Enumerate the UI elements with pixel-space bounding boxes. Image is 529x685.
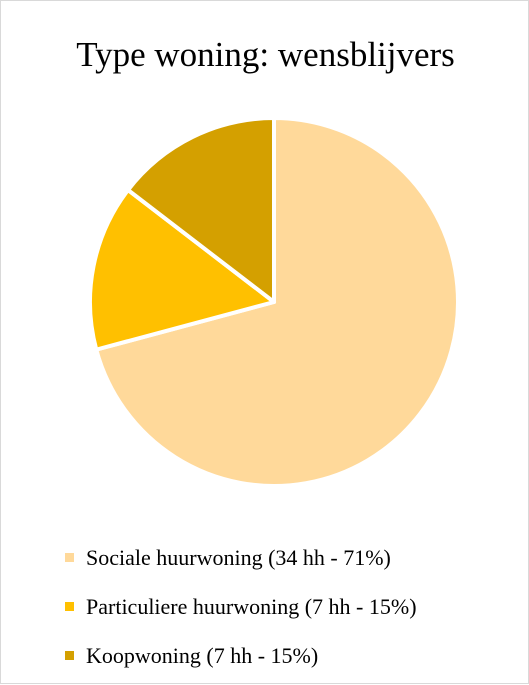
pie-slice-particuliere-huurwoning xyxy=(88,187,276,352)
legend-label-particuliere-huurwoning: Particuliere huurwoning (7 hh - 15%) xyxy=(86,593,417,619)
legend-swatch-koopwoning xyxy=(65,651,74,660)
legend-swatch-particuliere-huurwoning xyxy=(65,602,74,611)
pie-slice-koopwoning xyxy=(126,116,276,304)
legend-item-koopwoning: Koopwoning (7 hh - 15%) xyxy=(65,631,417,680)
legend-label-koopwoning: Koopwoning (7 hh - 15%) xyxy=(86,642,319,668)
chart-title: Type woning: wensblijvers xyxy=(76,35,455,74)
legend-swatch-sociale-huurwoning xyxy=(65,553,74,562)
legend-item-sociale-huurwoning: Sociale huurwoning (34 hh - 71%) xyxy=(65,533,417,582)
legend: Sociale huurwoning (34 hh - 71%) Particu… xyxy=(65,533,417,680)
legend-label-sociale-huurwoning: Sociale huurwoning (34 hh - 71%) xyxy=(86,544,391,570)
legend-item-particuliere-huurwoning: Particuliere huurwoning (7 hh - 15%) xyxy=(65,582,417,631)
pie-slices xyxy=(88,116,460,488)
pie-slice-sociale-huurwoning xyxy=(94,116,460,488)
